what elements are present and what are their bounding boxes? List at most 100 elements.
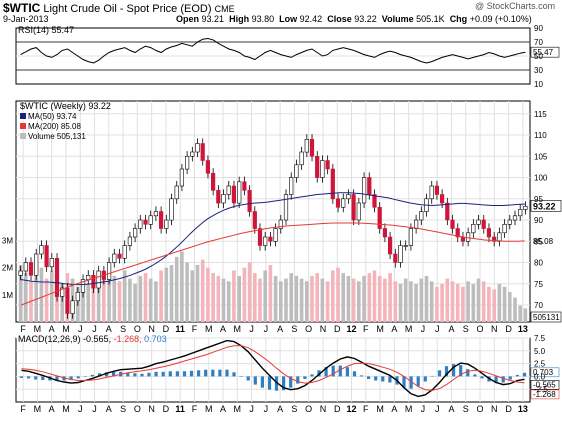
stockcharts-watermark: @ StockCharts.com: [475, 1, 556, 11]
price-tick-label: 75: [534, 280, 543, 289]
volume-bar: [18, 265, 23, 322]
volume-bar: [237, 275, 241, 322]
macd-histogram-bar: [83, 376, 87, 377]
volume-bar: [190, 270, 195, 322]
x-tick-label: A: [277, 324, 283, 334]
candle-body: [346, 194, 351, 200]
high-value: 93.80: [251, 14, 275, 24]
x-tick-label: M: [62, 404, 70, 414]
volume-bars: [18, 251, 528, 322]
candle-body: [289, 177, 294, 195]
macd-histogram-bar: [19, 376, 24, 378]
price-panel-frame: [15, 100, 531, 323]
x-tick-label: M: [405, 404, 413, 414]
candle-body: [39, 245, 44, 255]
volume-bar: [346, 275, 351, 322]
x-tick-label: A: [106, 404, 112, 414]
macd-histogram-bar: [437, 370, 442, 377]
x-tick-label: J: [435, 324, 440, 334]
x-tick-label: A: [448, 404, 454, 414]
x-tick-label: A: [220, 324, 226, 334]
x-tick-label: D: [334, 324, 341, 334]
candle-body: [18, 270, 23, 276]
x-tick-label: J: [264, 324, 269, 334]
chg-value: +0.09 (+0.10%): [469, 14, 532, 24]
macd-histogram-bar: [253, 376, 257, 385]
x-tick-label: A: [391, 324, 397, 334]
volume-bar: [174, 256, 179, 322]
volume-bar: [169, 265, 174, 322]
volume-bar: [471, 284, 476, 322]
candle-body: [221, 194, 226, 204]
x-tick-label: J: [249, 324, 254, 334]
candle-body: [356, 202, 361, 221]
x-tick-label: S: [463, 324, 469, 334]
rsi-line: [20, 37, 526, 64]
candle-body: [96, 270, 101, 289]
volume-bar: [185, 262, 189, 322]
candle-body: [34, 253, 39, 276]
candle-body: [492, 236, 497, 242]
chg-label: Chg: [449, 14, 468, 24]
macd-histogram-bar: [34, 376, 38, 380]
macd-tick-label: 5.0: [534, 347, 546, 356]
candle-body: [413, 219, 419, 229]
macd-tick-label: 7.5: [534, 334, 546, 343]
x-tick-label: A: [220, 404, 226, 414]
macd-histogram-bar: [430, 375, 434, 377]
x-tick-label: S: [463, 404, 469, 414]
volume-bar: [440, 284, 444, 322]
volume-bar: [102, 278, 106, 322]
volume-bar: [154, 281, 158, 322]
macd-last-value-label: 0.703: [533, 368, 554, 377]
x-tick-label: 13: [518, 324, 528, 334]
macd-histogram-bar: [69, 376, 73, 380]
x-tick-label: M: [234, 404, 242, 414]
macd-last-value-box: [530, 389, 560, 400]
volume-bar: [492, 289, 496, 322]
candle-body: [304, 139, 309, 153]
candle-body: [439, 194, 445, 204]
candle-body: [393, 253, 398, 263]
macd-histogram-bar: [204, 369, 208, 377]
macd-histogram-bar: [515, 374, 519, 377]
volume-bar: [357, 281, 361, 322]
volume-bar: [211, 273, 215, 322]
macd-title-name: MACD(12,26,9): [18, 334, 81, 344]
macd-histogram-bar: [501, 376, 505, 383]
volume-bar: [273, 275, 278, 322]
volume-bar: [200, 259, 205, 322]
volume-bar: [372, 270, 377, 322]
candle-body: [54, 257, 60, 297]
macd-histogram-bar: [409, 376, 413, 389]
macd-histogram-bar: [381, 376, 385, 382]
candle-body: [294, 164, 299, 178]
candle-body: [429, 185, 434, 200]
volume-bar: [409, 281, 413, 322]
candle-body: [471, 224, 476, 234]
x-tick-label: M: [205, 404, 213, 414]
rsi-tick-label: 70: [534, 38, 543, 47]
macd-histogram-bar: [282, 376, 286, 391]
ma50-legend: MA(50) 93.74: [28, 112, 77, 121]
ma200-last-label: 85.08: [533, 237, 554, 246]
volume-bar: [310, 275, 314, 322]
x-tick-label: O: [134, 324, 141, 334]
volume-bar: [86, 284, 90, 322]
volume-bar: [180, 251, 184, 322]
candle-body: [341, 198, 346, 208]
x-tick-label: F: [192, 324, 198, 334]
rsi-tick-label: 90: [534, 24, 543, 33]
macd-histogram-bar: [466, 369, 470, 377]
candle-body: [372, 194, 377, 208]
volume-tick-label: 3M: [2, 237, 13, 246]
candle-body: [403, 245, 408, 247]
candle-body: [143, 219, 148, 225]
volume-bar: [143, 273, 148, 322]
volume-bar: [60, 284, 64, 322]
price-tick-label: 100: [534, 174, 548, 183]
x-tick-label: J: [264, 404, 269, 414]
price-panel: 93.22 85.08 505131: [18, 134, 562, 323]
volume-bar: [24, 273, 28, 322]
macd-histogram-bar: [352, 371, 357, 377]
